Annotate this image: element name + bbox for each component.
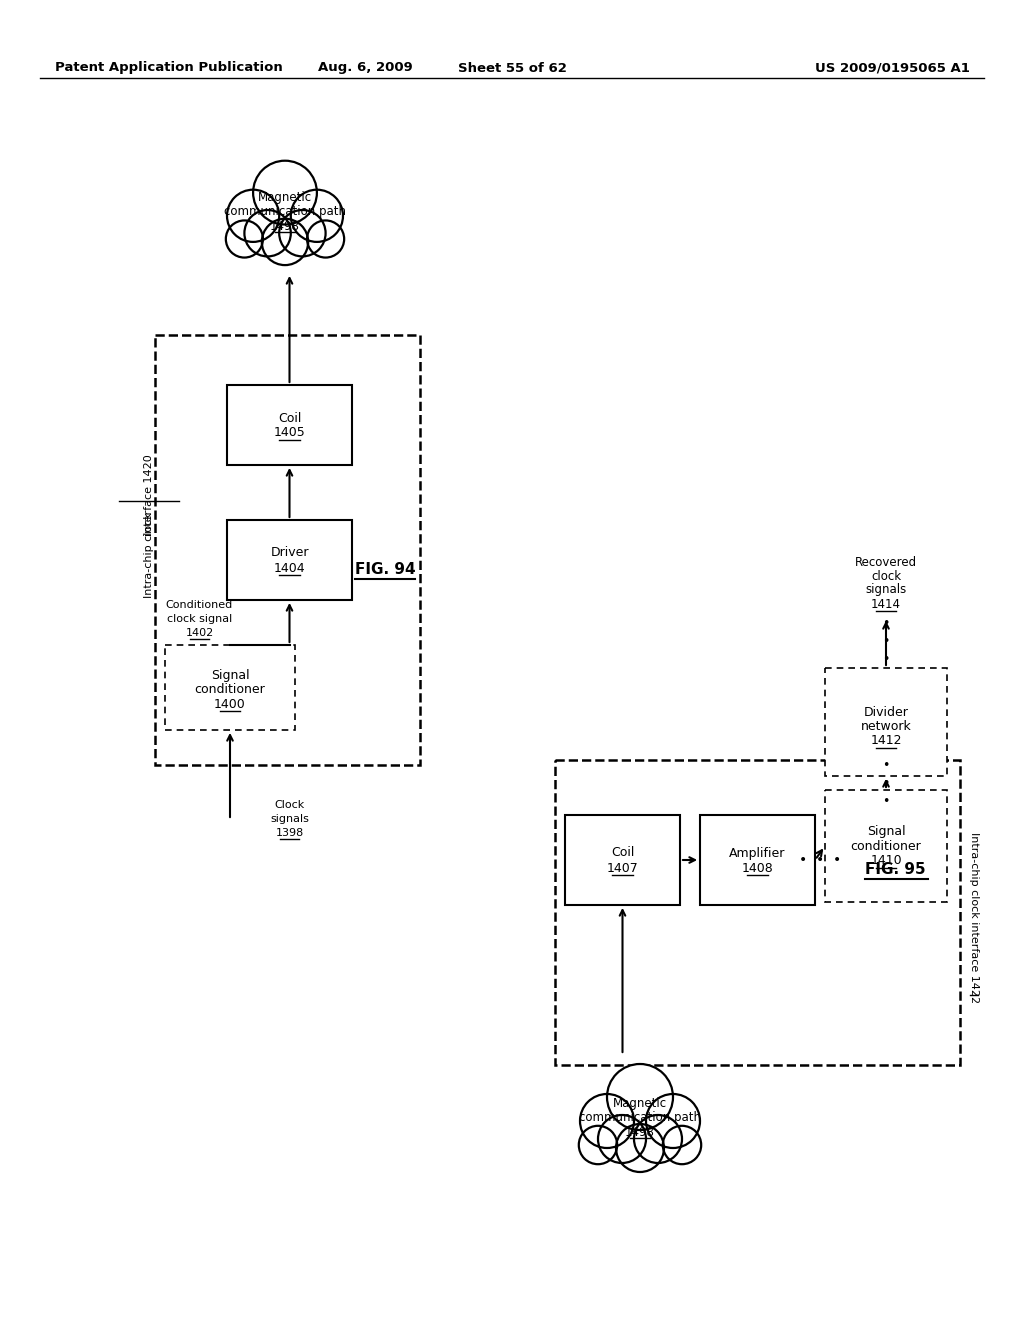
Text: Aug. 6, 2009: Aug. 6, 2009 (317, 62, 413, 74)
Text: Patent Application Publication: Patent Application Publication (55, 62, 283, 74)
Text: Sheet 55 of 62: Sheet 55 of 62 (458, 62, 566, 74)
Text: US 2009/0195065 A1: US 2009/0195065 A1 (815, 62, 970, 74)
Text: 1414: 1414 (871, 598, 901, 611)
Circle shape (579, 1126, 617, 1164)
Text: 1402: 1402 (185, 627, 214, 638)
FancyBboxPatch shape (825, 668, 947, 776)
Text: •
•
•: • • • (883, 616, 890, 667)
FancyBboxPatch shape (555, 760, 961, 1065)
Text: 1405: 1405 (273, 426, 305, 440)
Circle shape (598, 1115, 646, 1163)
Text: 1400: 1400 (214, 698, 246, 711)
Text: interface 1420: interface 1420 (144, 454, 154, 536)
Text: 1498: 1498 (270, 219, 300, 232)
Circle shape (245, 210, 291, 256)
Text: 1412: 1412 (870, 734, 902, 747)
Circle shape (580, 1094, 634, 1148)
Text: •
•
•: • • • (883, 759, 890, 808)
Circle shape (307, 220, 344, 257)
Circle shape (634, 1115, 682, 1163)
FancyBboxPatch shape (165, 645, 295, 730)
Circle shape (227, 190, 280, 242)
Text: conditioner: conditioner (851, 840, 922, 853)
Text: 1408: 1408 (741, 862, 773, 874)
Text: clock signal: clock signal (167, 614, 232, 623)
Text: network: network (860, 719, 911, 733)
Text: communication path: communication path (224, 206, 346, 219)
FancyBboxPatch shape (155, 335, 420, 766)
Circle shape (646, 1094, 700, 1148)
Text: communication path: communication path (579, 1110, 701, 1123)
Text: Conditioned: Conditioned (166, 599, 233, 610)
Circle shape (253, 161, 316, 224)
FancyBboxPatch shape (700, 814, 815, 906)
Text: 1410: 1410 (870, 854, 902, 867)
Text: Intra-chip clock: Intra-chip clock (144, 512, 154, 598)
FancyBboxPatch shape (227, 520, 352, 601)
Text: 1407: 1407 (606, 862, 638, 874)
Circle shape (262, 219, 308, 265)
Text: 1398: 1398 (275, 828, 304, 838)
FancyBboxPatch shape (825, 789, 947, 902)
Text: signals: signals (865, 583, 906, 597)
Text: FIG. 94: FIG. 94 (354, 562, 416, 578)
Text: signals: signals (270, 814, 309, 824)
Text: Signal: Signal (866, 825, 905, 838)
FancyBboxPatch shape (565, 814, 680, 906)
Text: Coil: Coil (278, 412, 301, 425)
Text: Amplifier: Amplifier (729, 846, 785, 859)
Text: Divider: Divider (863, 705, 908, 718)
Text: 1404: 1404 (273, 561, 305, 574)
Text: Clock: Clock (274, 800, 304, 810)
Text: Recovered: Recovered (855, 556, 918, 569)
Circle shape (226, 220, 263, 257)
Text: Magnetic: Magnetic (258, 191, 312, 205)
Circle shape (663, 1126, 701, 1164)
Text: Magnetic: Magnetic (613, 1097, 667, 1110)
Circle shape (616, 1125, 664, 1172)
FancyBboxPatch shape (227, 385, 352, 465)
Text: 1498: 1498 (625, 1126, 655, 1138)
Text: Driver: Driver (270, 546, 309, 560)
Text: FIG. 95: FIG. 95 (864, 862, 926, 878)
Circle shape (607, 1064, 673, 1130)
Text: Coil: Coil (610, 846, 634, 859)
Circle shape (280, 210, 326, 256)
Text: Intra-chip clock interface 1422: Intra-chip clock interface 1422 (969, 832, 979, 1003)
Text: Signal: Signal (211, 669, 249, 682)
Text: conditioner: conditioner (195, 682, 265, 696)
Text: clock: clock (871, 569, 901, 582)
Circle shape (291, 190, 343, 242)
Text: •  •  •: • • • (799, 853, 841, 867)
